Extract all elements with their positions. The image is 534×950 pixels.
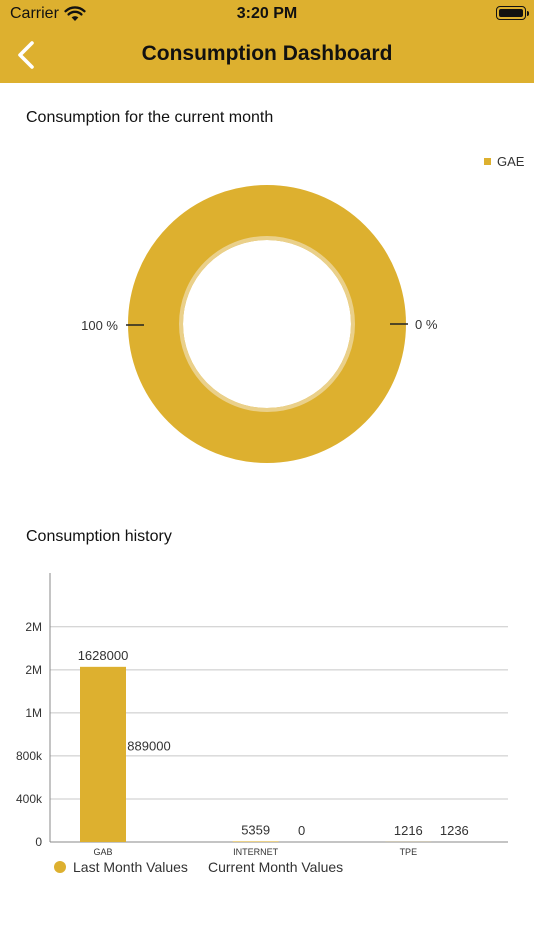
y-tick-label: 400k — [16, 792, 43, 806]
chart-bars — [80, 666, 432, 842]
history-title: Consumption history — [26, 528, 172, 545]
page-title: Consumption Dashboard — [141, 42, 393, 65]
current-month-title: Consumption for the current month — [26, 109, 274, 126]
x-tick-label: GAB — [93, 847, 112, 857]
donut-inner-ring — [179, 236, 355, 412]
slice-label-gae: 100 % — [81, 318, 118, 333]
slice-label-other: 0 % — [415, 317, 438, 332]
y-tick-label: 0 — [35, 835, 42, 849]
donut-legend: GAE — [484, 154, 525, 169]
x-tick-label: INTERNET — [233, 847, 279, 857]
chart-legend: Last Month Values Current Month Values — [54, 859, 343, 875]
wifi-icon — [64, 6, 86, 21]
x-tick-label: TPE — [400, 847, 418, 857]
donut-slice-gae — [128, 185, 406, 463]
navigation-header: Carrier 3:20 PM Consumption Dashboard — [0, 0, 534, 83]
legend-label-gae: GAE — [497, 154, 525, 169]
legend-label-current-month: Current Month Values — [208, 859, 343, 875]
value-label-tpe-last: 1216 — [394, 823, 423, 838]
value-label-tpe-current: 1236 — [440, 823, 469, 838]
y-tick-label: 1M — [25, 706, 42, 720]
back-chevron-icon[interactable] — [10, 38, 46, 74]
y-tick-label: 2M — [25, 663, 42, 677]
donut-labels: 100 % 0 % — [81, 317, 438, 333]
legend-dot-last-month — [54, 861, 66, 873]
legend-dot-current-month — [190, 861, 202, 873]
chart-axes — [49, 573, 508, 843]
consumption-history-bar-chart: 0 400k 800k 1M 2M 2M 1628000 889000 5359 0 1216 12… — [16, 573, 508, 875]
battery-icon — [496, 6, 529, 20]
x-axis-tick-labels: GAB INTERNET TPE — [93, 847, 417, 857]
bar-value-labels: 1628000 889000 5359 0 1216 1236 — [78, 648, 469, 838]
value-label-gab-current: 889000 — [127, 738, 170, 753]
legend-label-last-month: Last Month Values — [73, 859, 188, 875]
y-axis-tick-labels: 0 400k 800k 1M 2M 2M — [16, 620, 43, 849]
donut-slices — [128, 185, 406, 463]
value-label-internet-current: 0 — [298, 823, 305, 838]
bar-gab-last-month — [80, 666, 126, 842]
bar-internet-last-month — [232, 841, 279, 842]
value-label-gab-last: 1628000 — [78, 648, 129, 663]
y-tick-label: 2M — [25, 620, 42, 634]
status-time: 3:20 PM — [236, 5, 298, 22]
value-label-internet-last: 5359 — [241, 822, 270, 837]
y-tick-label: 800k — [16, 749, 43, 763]
legend-swatch-gae — [484, 158, 491, 165]
carrier-label: Carrier — [10, 5, 59, 22]
current-month-donut-chart: GAE 100 % 0 % — [81, 154, 525, 463]
